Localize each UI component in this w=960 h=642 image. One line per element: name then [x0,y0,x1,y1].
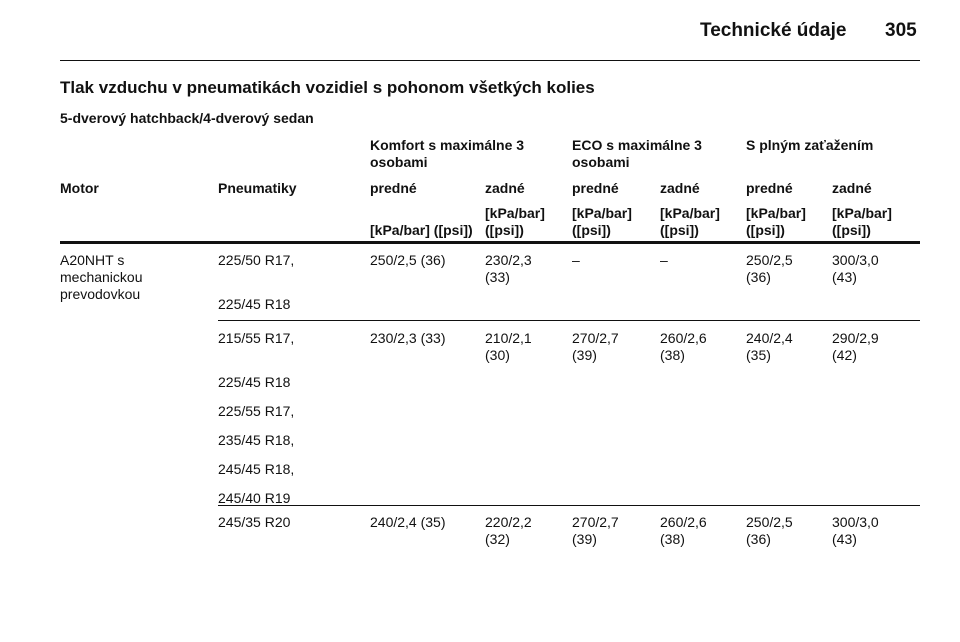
group-header: Komfort s maximálne 3 osobami [370,137,525,170]
pressure-value: – [660,252,668,268]
tire-size: 225/45 R18 [218,296,291,312]
row-rule [218,505,920,506]
header-title: Technické údaje [700,20,847,41]
pressure-value: 260/2,6 (38) [660,330,707,363]
column-header: predné [746,180,793,196]
unit-label: [kPa/bar] ([psi]) [485,205,545,238]
column-header: predné [370,180,417,196]
column-header: Pneumatiky [218,180,297,196]
group-header: S plným zaťažením [746,137,874,153]
header-rule [60,60,920,61]
pressure-value: 230/2,3 (33) [370,330,446,346]
unit-label: [kPa/bar] ([psi]) [746,205,806,238]
pressure-value: 270/2,7 (39) [572,330,619,363]
tire-size: 245/35 R20 [218,514,291,530]
tire-size: 245/40 R19 [218,490,291,506]
pressure-value: 240/2,4 (35) [370,514,446,530]
tire-size: 235/45 R18, [218,432,295,448]
section-title: Tlak vzduchu v pneumatikách vozidiel s p… [60,78,595,97]
row-rule [218,320,920,321]
pressure-value: 260/2,6 (38) [660,514,707,547]
pressure-value: 240/2,4 (35) [746,330,793,363]
column-header: predné [572,180,619,196]
pressure-value: 270/2,7 (39) [572,514,619,547]
unit-label: [kPa/bar] ([psi]) [660,205,720,238]
pressure-value: 230/2,3 (33) [485,252,532,285]
pressure-value: 300/3,0 (43) [832,514,879,547]
unit-label: [kPa/bar] ([psi]) [832,205,892,238]
tire-size: 225/55 R17, [218,403,295,419]
table-rule [60,241,920,244]
pressure-value: 210/2,1 (30) [485,330,532,363]
column-header: zadné [832,180,872,196]
pressure-value: 290/2,9 (42) [832,330,879,363]
tire-size: 245/45 R18, [218,461,295,477]
tire-size: 225/45 R18 [218,374,291,390]
unit-label: [kPa/bar] ([psi]) [572,205,632,238]
unit-label: [kPa/bar] ([psi]) [370,222,473,238]
tire-size: 215/55 R17, [218,330,295,346]
pressure-value: 220/2,2 (32) [485,514,532,547]
pressure-value: 300/3,0 (43) [832,252,879,285]
pressure-value: 250/2,5 (36) [746,252,793,285]
column-header: Motor [60,180,99,196]
column-header: zadné [485,180,525,196]
pressure-value: 250/2,5 (36) [746,514,793,547]
pressure-value: 250/2,5 (36) [370,252,446,268]
page-number: 305 [885,20,917,41]
pressure-value: – [572,252,580,268]
column-header: zadné [660,180,700,196]
group-header: ECO s maximálne 3 osobami [572,137,702,170]
tire-size: 225/50 R17, [218,252,295,268]
motor: A20NHT s mechanickou prevodovkou [60,252,143,302]
subtitle: 5-dverový hatchback/4-dverový sedan [60,110,314,126]
